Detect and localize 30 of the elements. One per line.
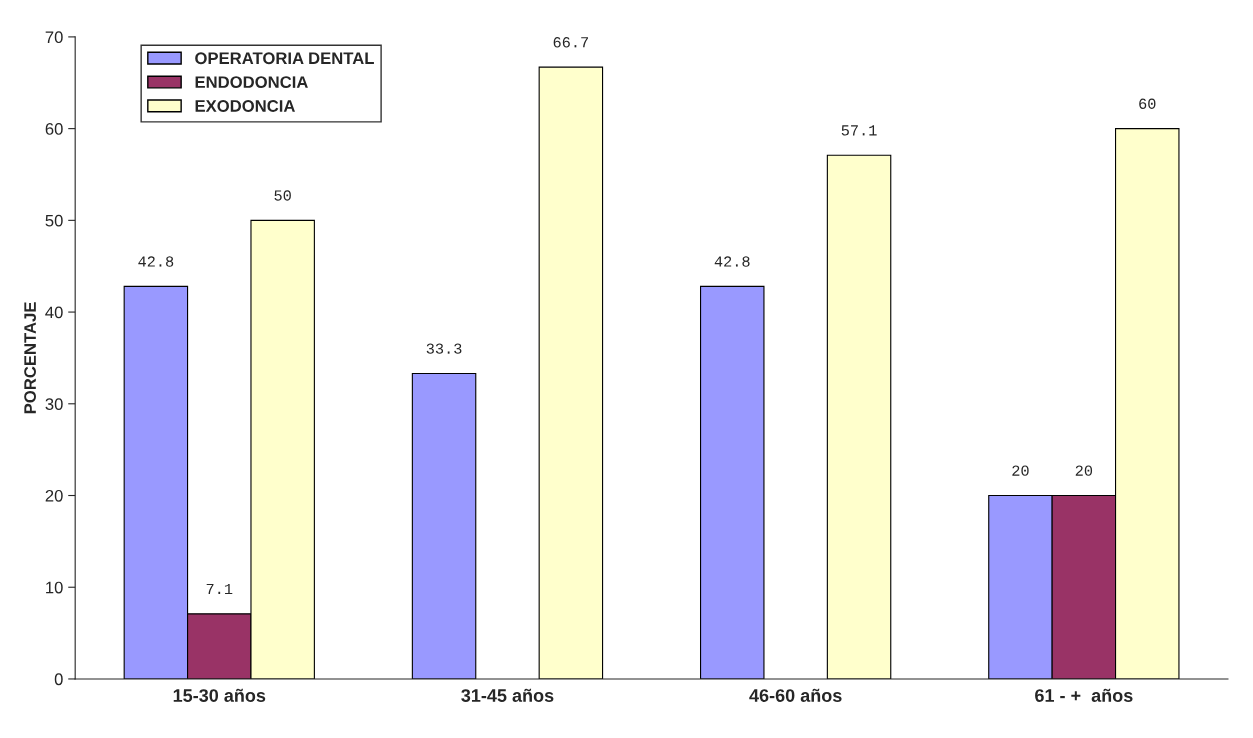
data-label: 50 (274, 190, 291, 201)
x-tick-label: 46-60 años (749, 688, 842, 702)
data-label: 33.3 (426, 343, 462, 354)
data-label: 66.7 (553, 37, 589, 48)
bar (538, 66, 604, 679)
data-label: 7.1 (206, 583, 233, 594)
bar (699, 285, 765, 679)
y-tick-label: 10 (46, 581, 63, 594)
data-label: 57.1 (841, 125, 877, 136)
y-tick-label: 60 (45, 123, 63, 135)
data-label: 60 (1139, 98, 1156, 109)
x-tick-label: 61 - + años (1035, 688, 1133, 702)
y-tick-label: 20 (45, 489, 63, 502)
data-label: 42.8 (138, 256, 174, 267)
data-label: 20 (1075, 465, 1093, 476)
x-tick-label: 31-45 años (461, 688, 554, 702)
data-label: 20 (1012, 465, 1029, 476)
legend-label: ENDODONCIA (195, 76, 308, 89)
y-tick-label: 50 (45, 214, 63, 227)
bar (411, 372, 477, 679)
data-label: 42.8 (714, 256, 750, 267)
bar (826, 154, 892, 679)
y-tick-label: 30 (45, 398, 63, 410)
y-tick-label: 0 (54, 673, 63, 686)
legend-label: EXODONCIA (195, 100, 295, 112)
y-tick-label: 70 (45, 31, 63, 44)
legend-label: OPERATORIA DENTAL (195, 52, 374, 65)
x-tick-label: 15-30 años (173, 688, 266, 702)
y-tick-label: 40 (45, 306, 63, 319)
y-axis-title: PORCENTAJE (24, 302, 36, 414)
